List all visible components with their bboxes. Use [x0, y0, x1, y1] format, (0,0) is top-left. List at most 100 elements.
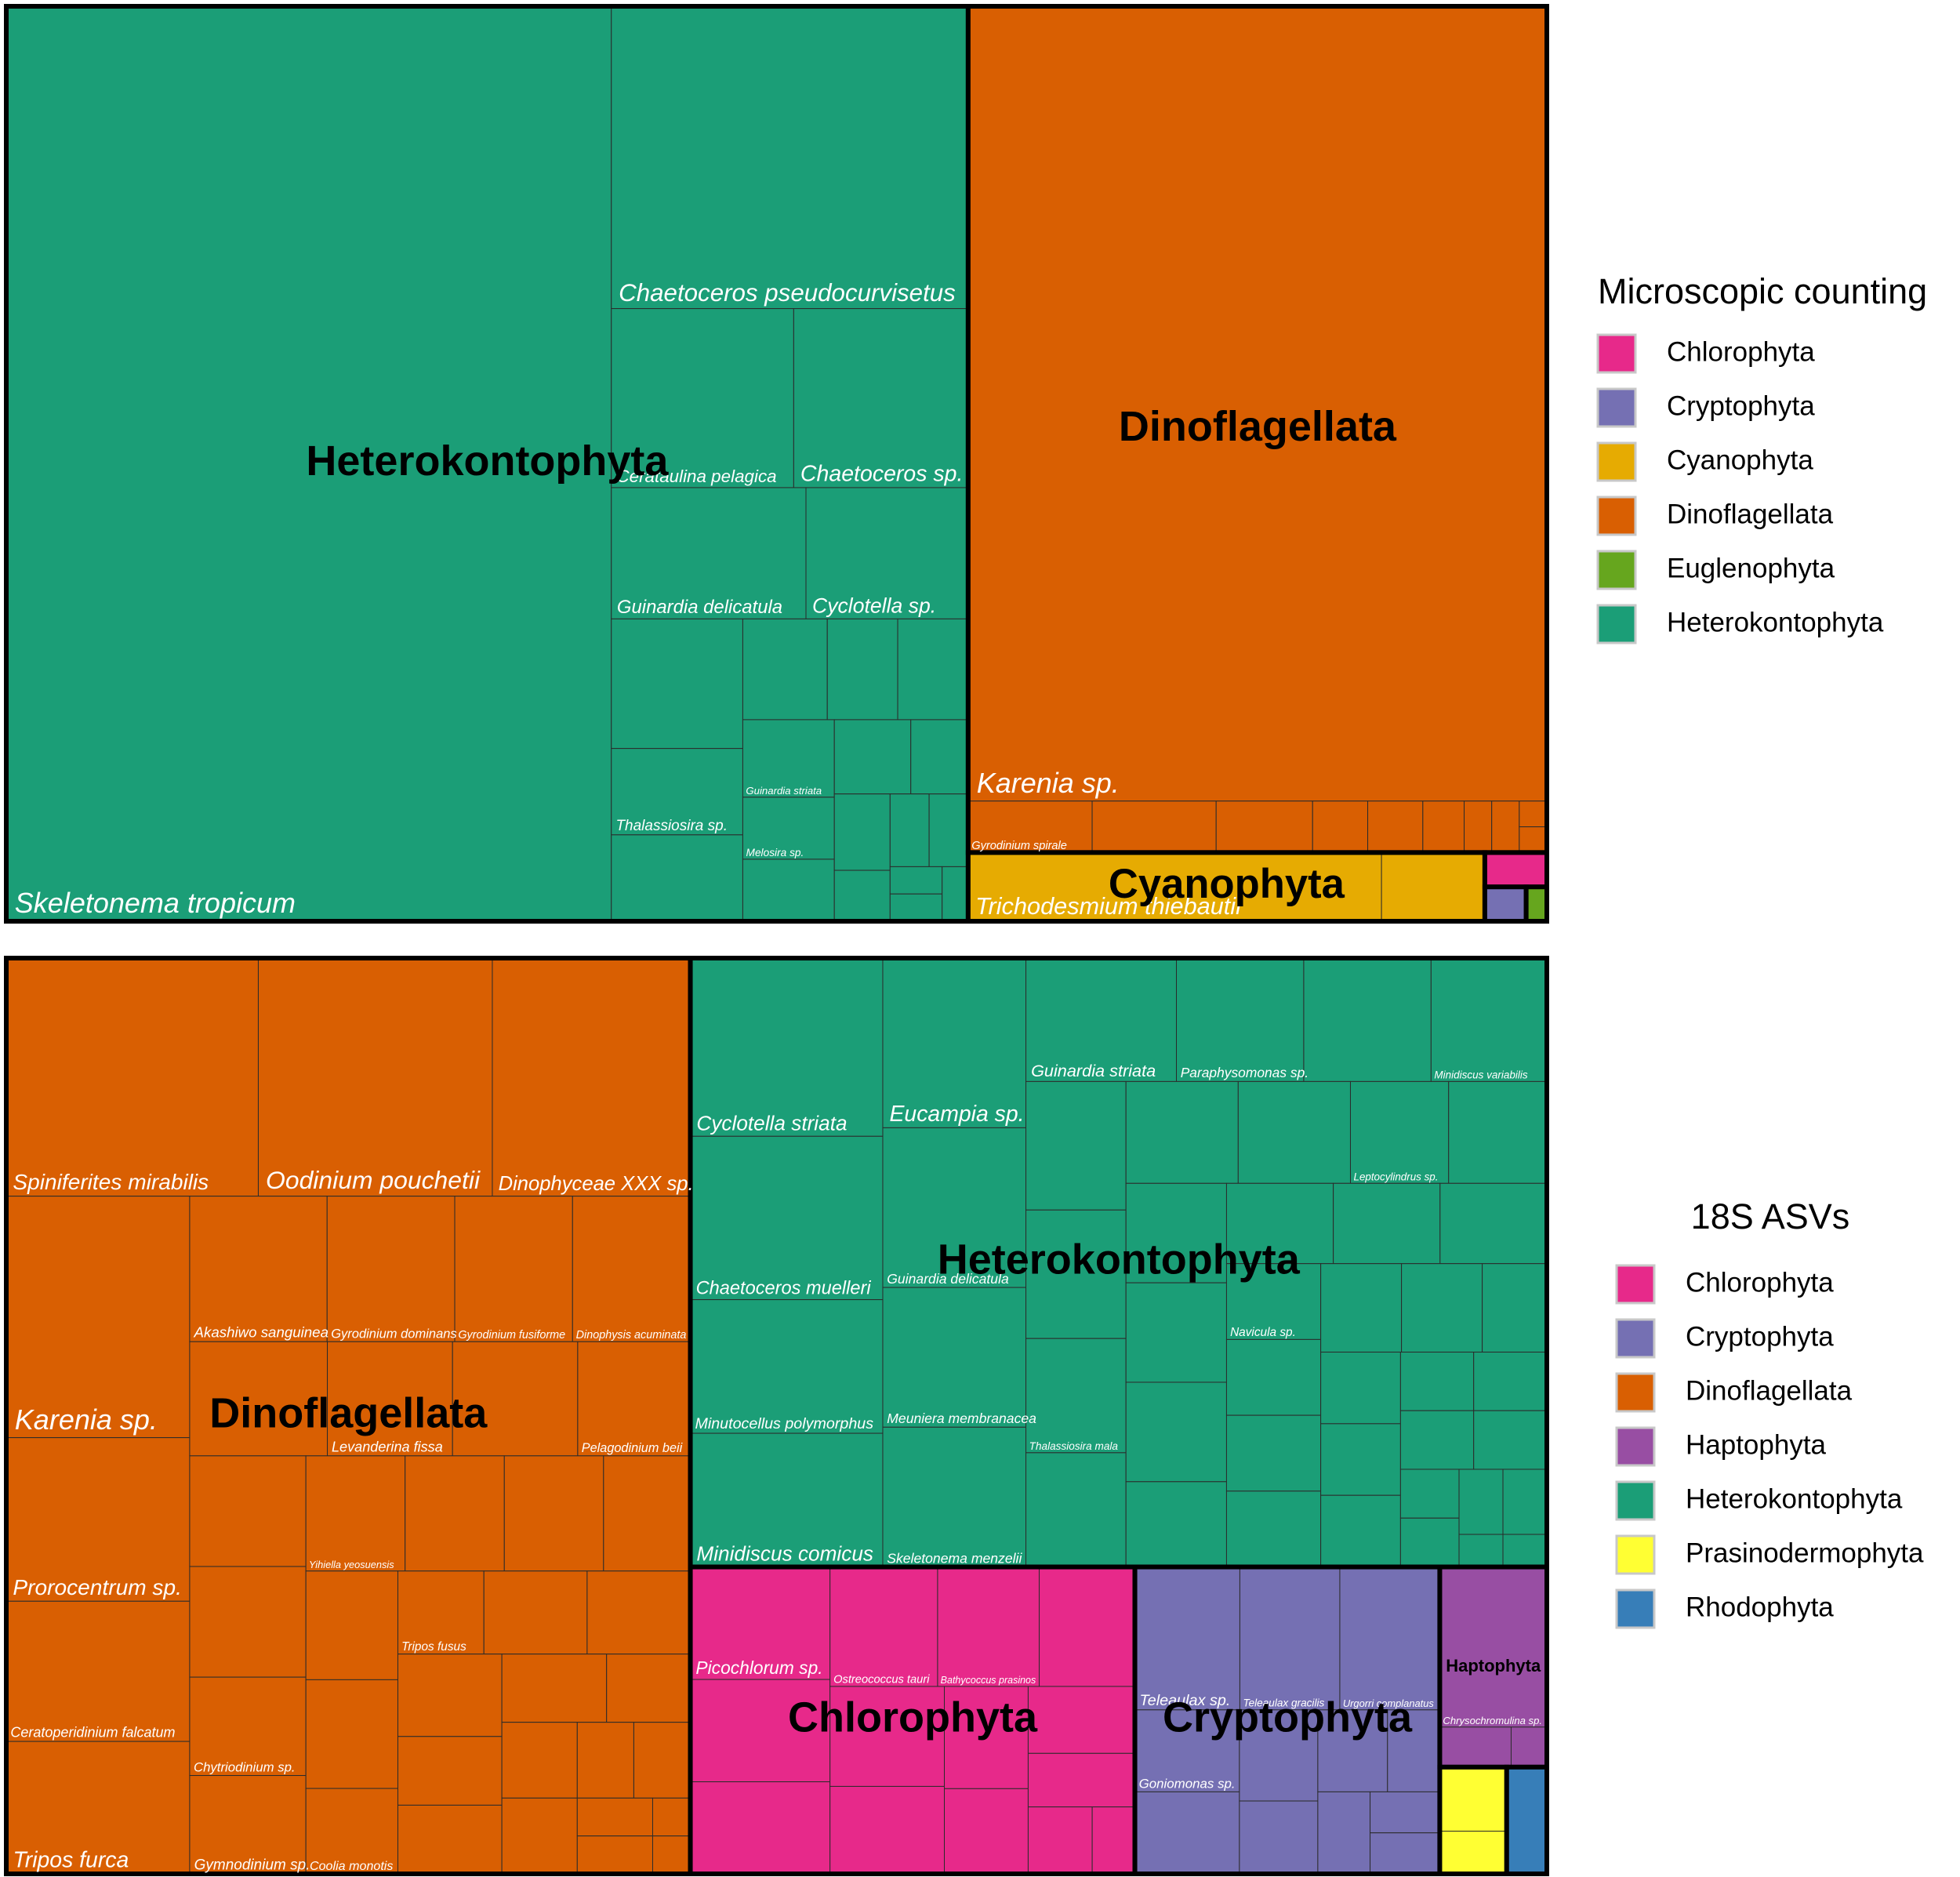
tile-label: Dinophysis acuminata: [576, 1329, 687, 1341]
tile: [305, 1679, 398, 1789]
tile: [652, 1835, 691, 1875]
tile: [690, 1299, 884, 1434]
tile: [889, 893, 943, 922]
tile: [1312, 801, 1369, 853]
tile: [305, 1570, 398, 1680]
tile: [305, 1455, 406, 1572]
legend-swatch: [1596, 604, 1637, 644]
legend-label: Heterokontophyta: [1686, 1483, 1903, 1514]
tile-label: Guinardia delicatula: [617, 597, 782, 618]
tile-label: Dinophyceae XXX sp.: [499, 1173, 694, 1195]
tile: [397, 1654, 503, 1737]
tile-label: Guinardia striata: [746, 785, 822, 797]
legend-label: Haptophyta: [1686, 1429, 1827, 1460]
tile: [826, 618, 898, 721]
tile: [1502, 1469, 1548, 1535]
tile: [889, 793, 930, 867]
tile: [1303, 957, 1432, 1082]
tile-label: Melosira sp.: [746, 847, 804, 859]
tile-label: Skeletonema menzelii: [887, 1550, 1022, 1566]
tile: [1439, 1831, 1508, 1875]
tile: [1349, 1080, 1450, 1184]
group-label: Cryptophyta: [1163, 1694, 1413, 1741]
tile-label: Tripos fusus: [401, 1640, 466, 1654]
tile: [633, 1722, 691, 1799]
tile: [1025, 1080, 1127, 1211]
tile: [1458, 1534, 1504, 1568]
tile: [1439, 1766, 1508, 1832]
tile: [937, 1567, 1040, 1687]
tile-label: Teleaulax gracilis: [1243, 1697, 1325, 1709]
tile: [1125, 1481, 1227, 1568]
tile: [690, 957, 884, 1137]
tile: [882, 1287, 1027, 1428]
tile: [503, 1455, 604, 1572]
tile: [1526, 886, 1548, 922]
tile: [1125, 1282, 1227, 1383]
group-label: Heterokontophyta: [938, 1236, 1301, 1283]
tile: [576, 1797, 653, 1837]
tile: [189, 1196, 328, 1342]
legend-title: 18S ASVs: [1691, 1196, 1850, 1236]
tile: [1370, 1791, 1440, 1834]
legend-swatch: [1615, 1264, 1656, 1305]
tile: [1239, 1567, 1341, 1711]
tile: [257, 957, 493, 1197]
tile: [690, 1679, 831, 1783]
tile: [326, 1196, 456, 1342]
tile: [1464, 801, 1493, 853]
treemap: Spiniferites mirabilis Oodinium pouchetii…: [4, 956, 1550, 1877]
tile-label: Meuniera membranacea: [887, 1410, 1036, 1426]
legend-label: Dinoflagellata: [1667, 499, 1834, 529]
tile: [5, 1437, 191, 1602]
legend-swatch: [1615, 1372, 1656, 1413]
tile: [1091, 1806, 1136, 1875]
tile: [397, 1736, 503, 1806]
tile: [793, 308, 969, 488]
legend: 18S ASVs Chlorophyta Cryptophyta Dinoflagel…: [1615, 1196, 1924, 1629]
tile: [397, 1570, 485, 1655]
tile-label: Minidiscus comicus: [696, 1542, 873, 1566]
tile-label: Ostreococcus tauri: [833, 1674, 930, 1686]
tile: [189, 1566, 307, 1678]
group-border: [1523, 884, 1550, 924]
tile: [1399, 1410, 1475, 1470]
tile-label: Cyclotella sp.: [812, 594, 936, 617]
legend: Microscopic counting Chlorophyta Cryptophy…: [1596, 271, 1927, 644]
tile: [1225, 1263, 1322, 1340]
tile: [1176, 957, 1305, 1082]
tile: [327, 1341, 453, 1457]
tile: [882, 957, 1027, 1128]
legend-label: Cryptophyta: [1686, 1321, 1834, 1352]
tile: [889, 866, 943, 895]
tile: [606, 1654, 691, 1723]
tile: [882, 1426, 1027, 1568]
group-label: Haptophyta: [1446, 1656, 1541, 1676]
tile: [1333, 1182, 1441, 1265]
tile-label: Cyclotella striata: [696, 1111, 847, 1135]
treemap: Skeletonema tropicum Chaetoceros pseudocu…: [4, 4, 1550, 924]
tile-label: Guinardia delicatula: [887, 1271, 1009, 1287]
legend-label: Chlorophyta: [1686, 1267, 1834, 1298]
tile-label: Yihiella yeosuensis: [309, 1559, 394, 1570]
tile: [1473, 1410, 1548, 1470]
tile-label: Akashiwo sanguinea: [194, 1324, 328, 1341]
tile: [652, 1797, 691, 1837]
tile: [1439, 1567, 1548, 1728]
tile: [1125, 1182, 1227, 1283]
legend-swatch: [1596, 550, 1637, 590]
tile: [1387, 1709, 1440, 1792]
tile: [1225, 1414, 1322, 1492]
tile-label: Gymnodinium sp.: [194, 1857, 310, 1873]
tile: [1458, 1469, 1504, 1535]
tile: [189, 1455, 307, 1567]
tile: [1430, 957, 1548, 1082]
tile: [833, 793, 891, 871]
tile: [611, 308, 794, 488]
tile: [611, 834, 743, 922]
tile: [833, 870, 891, 922]
tile: [829, 1785, 946, 1875]
tile: [1215, 801, 1313, 853]
tile: [1134, 1709, 1240, 1792]
